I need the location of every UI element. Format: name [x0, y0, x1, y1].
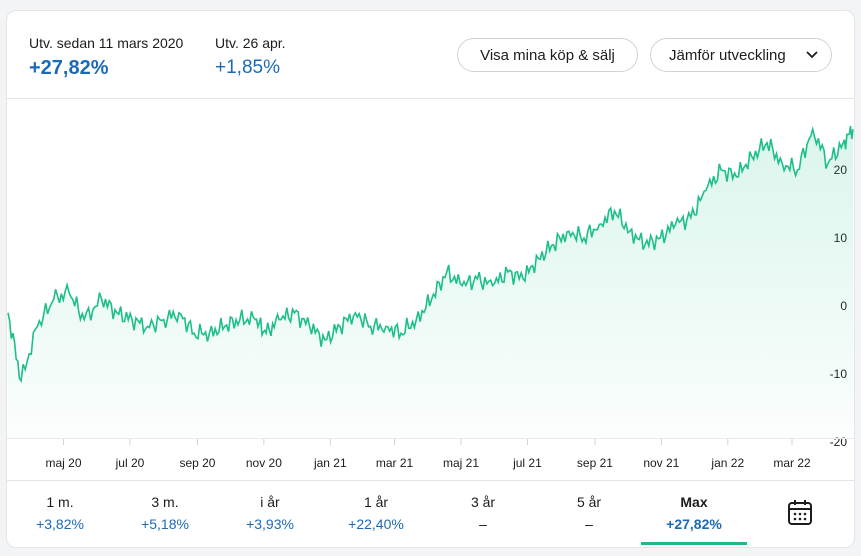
x-tick-label: jul 21 [512, 456, 542, 470]
compare-dropdown[interactable]: Jämför utveckling [650, 38, 832, 72]
period-value: +27,82% [666, 516, 722, 532]
day-label: Utv. 26 apr. [215, 35, 286, 51]
performance-card: Utv. sedan 11 mars 2020 +27,82% Utv. 26 … [6, 10, 855, 548]
show-trades-button[interactable]: Visa mina köp & sälj [457, 38, 638, 72]
period-label: 1 år [363, 494, 389, 510]
header-divider [7, 98, 854, 99]
compare-label: Jämför utveckling [669, 46, 786, 64]
since-start-label: Utv. sedan 11 mars 2020 [29, 35, 184, 51]
day-value: +1,85% [215, 57, 280, 78]
period-value: – [479, 516, 487, 532]
since-start-stat: Utv. sedan 11 mars 2020 +27,82% [29, 35, 183, 80]
x-tick-label: maj 20 [46, 456, 82, 470]
period-value: +22,40% [348, 516, 404, 532]
calendar-icon[interactable] [787, 498, 813, 526]
period-value: +5,18% [141, 516, 189, 532]
x-tick-label: mar 22 [773, 456, 811, 470]
x-tick-label: mar 21 [376, 456, 414, 470]
period-tab[interactable]: i år +3,93% [220, 494, 320, 532]
period-tab[interactable]: 1 m. +3,82% [10, 494, 110, 532]
period-label: Max [680, 494, 708, 510]
x-tick-label: nov 20 [246, 456, 282, 470]
day-stat: Utv. 26 apr. +1,85% [215, 35, 286, 79]
x-axis-line [7, 438, 854, 439]
period-label: 1 m. [46, 494, 74, 510]
active-period-underline [641, 542, 747, 545]
period-tab[interactable]: 3 år – [433, 494, 533, 532]
since-start-value: +27,82% [29, 57, 109, 79]
chevron-down-icon [806, 51, 818, 59]
x-tick-label: jan 22 [710, 456, 744, 470]
x-tick-label: sep 20 [179, 456, 215, 470]
period-value: +3,93% [246, 516, 294, 532]
periods-divider [7, 480, 854, 481]
period-label: i år [260, 494, 280, 510]
x-tick-label: sep 21 [577, 456, 613, 470]
x-tick-label: maj 21 [443, 456, 479, 470]
period-tab[interactable]: 3 m. +5,18% [115, 494, 215, 532]
period-tab[interactable]: Max +27,82% [644, 494, 744, 532]
series-line [7, 125, 854, 384]
period-tab[interactable]: 5 år – [539, 494, 639, 532]
period-label: 3 år [470, 494, 496, 510]
series-area [8, 126, 853, 438]
period-label: 5 år [576, 494, 602, 510]
x-tick-label: jul 20 [115, 456, 145, 470]
period-tab[interactable]: 1 år +22,40% [326, 494, 426, 532]
period-label: 3 m. [151, 494, 179, 510]
x-tick-label: jan 21 [313, 456, 347, 470]
period-value: +3,82% [36, 516, 84, 532]
period-value: – [585, 516, 593, 532]
x-tick-label: nov 21 [643, 456, 679, 470]
